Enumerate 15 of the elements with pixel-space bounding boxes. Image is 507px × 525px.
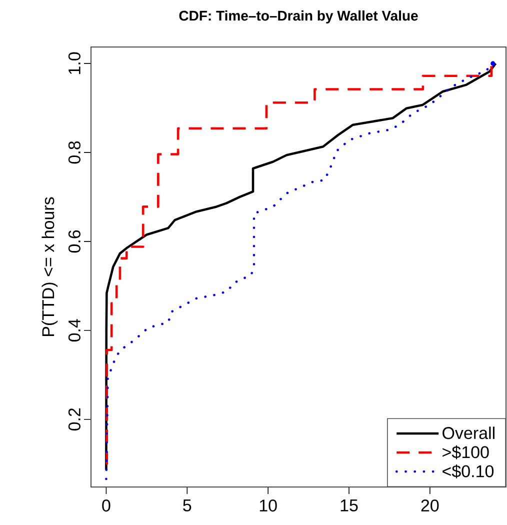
x-tick-label: 15 (340, 500, 358, 512)
y-tick-label: 0.6 (68, 230, 80, 253)
y-axis-title: P(TTD) <= x hours (42, 197, 58, 336)
y-tick-label: 0.2 (68, 408, 80, 431)
x-tick-label: 10 (260, 500, 277, 512)
legend-label: >$100 (442, 445, 489, 460)
y-tick-label: 0.4 (68, 319, 80, 342)
x-tick-label: 20 (421, 500, 439, 512)
y-tick-label: 0.8 (68, 141, 80, 164)
x-tick-label: 0 (102, 500, 110, 512)
x-tick-label: 5 (183, 500, 192, 512)
chart-title: CDF: Time–to–Drain by Wallet Value (179, 10, 418, 24)
legend-label: Overall (442, 426, 494, 440)
legend-label: <$0.10 (442, 464, 494, 478)
y-tick-label: 1.0 (68, 52, 80, 74)
